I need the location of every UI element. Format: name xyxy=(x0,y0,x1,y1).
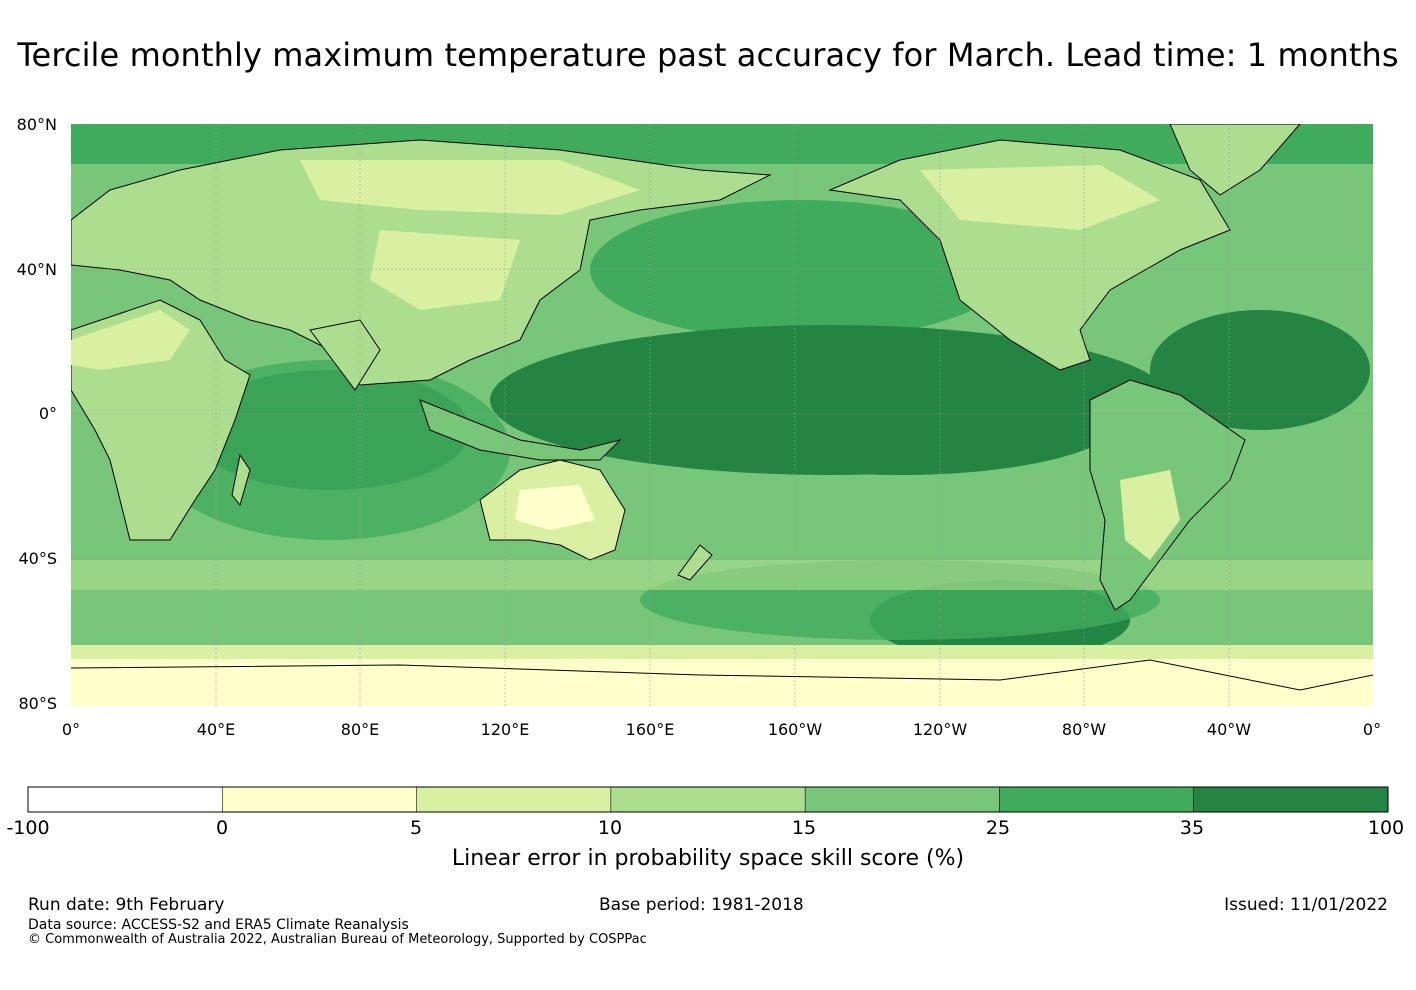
colorbar-segment xyxy=(1193,787,1388,812)
lon-label-80e: 80°E xyxy=(340,720,380,739)
cbar-tick-label: 25 xyxy=(985,817,1011,839)
lon-label-40e: 40°E xyxy=(196,720,236,739)
colorbar xyxy=(27,786,1389,813)
colorbar-border xyxy=(27,786,1389,813)
india-land xyxy=(309,319,381,391)
lat-label-0: 0° xyxy=(38,404,57,423)
map-title: Tercile monthly maximum temperature past… xyxy=(17,36,1399,74)
tropical-atlantic-region xyxy=(1150,310,1370,430)
lon-label-0-east: 0° xyxy=(1362,720,1382,739)
central-asia-region xyxy=(370,230,520,310)
colorbar-segment xyxy=(610,787,806,812)
cbar-tick-label: 10 xyxy=(597,817,623,839)
map-field xyxy=(71,124,1373,706)
data-source: Data source: ACCESS-S2 and ERA5 Climate … xyxy=(28,917,409,933)
copyright: © Commonwealth of Australia 2022, Austra… xyxy=(28,932,647,947)
cbar-tick-label: 5 xyxy=(409,817,423,839)
lat-label-40s: 40°S xyxy=(18,549,57,568)
colorbar-segment xyxy=(222,787,417,812)
lat-label-80n: 80°N xyxy=(16,115,57,134)
colorbar-title: Linear error in probability space skill … xyxy=(451,846,965,871)
southern-light-band xyxy=(71,560,1373,590)
maritime-continent xyxy=(419,399,622,461)
lon-label-40w: 40°W xyxy=(1206,720,1252,739)
cbar-tick-label: 35 xyxy=(1179,817,1205,839)
north-pacific-region xyxy=(590,200,1010,340)
australia-interior xyxy=(515,485,595,530)
colorbar-segment xyxy=(805,787,1000,812)
lon-label-160e: 160°E xyxy=(625,720,675,739)
lat-label-40n: 40°N xyxy=(16,260,57,279)
new-zealand-land xyxy=(677,544,713,581)
cbar-tick-label: 100 xyxy=(1367,817,1405,839)
colorbar-segment xyxy=(999,787,1194,812)
colorbar-segment xyxy=(28,787,223,812)
sahara-region xyxy=(71,310,190,370)
issued-date: Issued: 11/01/2022 xyxy=(1224,895,1388,915)
base-period: Base period: 1981-2018 xyxy=(599,895,804,915)
cbar-tick-label: 15 xyxy=(791,817,817,839)
lon-label-120e: 120°E xyxy=(480,720,530,739)
canada-region xyxy=(920,165,1160,230)
colorbar-segment xyxy=(416,787,611,812)
gridlines xyxy=(71,124,1373,706)
lat-label-80s: 80°S xyxy=(18,694,57,713)
greenland-land xyxy=(1169,124,1301,196)
siberia-region xyxy=(300,160,640,215)
equatorial-pacific-core xyxy=(680,365,1120,475)
antarctic-edge xyxy=(71,645,1373,659)
south-america-interior xyxy=(1120,470,1180,560)
antarctic-band xyxy=(71,655,1373,706)
lon-label-160w: 160°W xyxy=(767,720,823,739)
antarctica-coast xyxy=(71,659,1373,691)
lon-label-80w: 80°W xyxy=(1061,720,1107,739)
cbar-tick-label: 0 xyxy=(215,817,229,839)
madagascar-land xyxy=(231,453,251,507)
cbar-tick-label: -100 xyxy=(6,817,50,839)
lon-label-120w: 120°W xyxy=(912,720,968,739)
run-date: Run date: 9th February xyxy=(28,895,225,915)
lon-label-0-west: 0° xyxy=(61,720,81,739)
